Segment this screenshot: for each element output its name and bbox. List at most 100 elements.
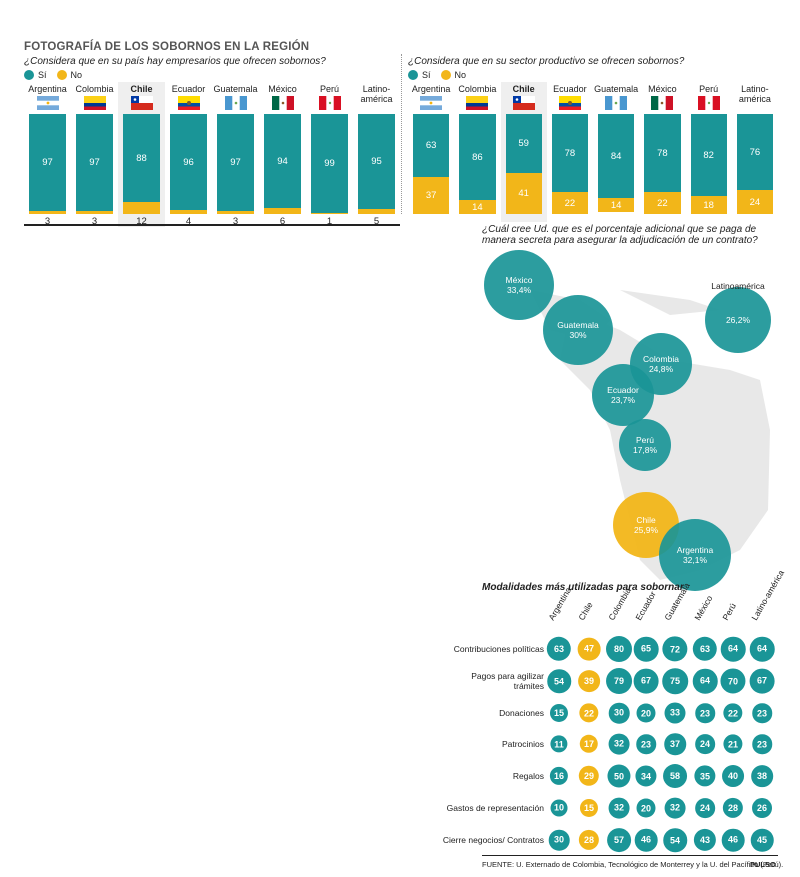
grid-value-circle: 24 — [695, 798, 715, 818]
bar-column-6: Perú 99 1 — [306, 82, 353, 227]
grid-value-circle: 10 — [550, 799, 568, 817]
bar-no-segment — [217, 211, 254, 214]
bar-column-1: Colombia 86 14 — [454, 82, 500, 222]
stacked-bar: 97 — [76, 114, 113, 214]
bubble-country-label: Latinoamérica — [711, 281, 765, 291]
bar-no-segment: 37 — [413, 177, 450, 214]
flag-argentina-icon — [420, 96, 443, 115]
grid-value-circle: 26 — [752, 798, 772, 818]
grid-value-circle: 45 — [750, 828, 774, 852]
bar-yes-segment: 97 — [217, 114, 254, 211]
bar-yes-segment: 86 — [459, 114, 496, 200]
bar-no-segment: 22 — [644, 192, 681, 214]
legend-yes-label: Sí — [38, 70, 47, 80]
bar-no-segment: 41 — [505, 173, 542, 214]
bar-column-0: Argentina 63 37 — [408, 82, 454, 222]
bar-yes-value: 59 — [518, 138, 529, 149]
grid-value-circle: 38 — [751, 765, 773, 787]
bar-yes-segment: 59 — [505, 114, 542, 173]
grid-value-circle: 43 — [693, 828, 717, 852]
bar-yes-segment: 95 — [358, 114, 395, 209]
grid-value-circle: 28 — [578, 829, 600, 851]
bar-column-7: Latino- américa 95 5 — [353, 82, 400, 227]
bubble-value-label: 23,7% — [610, 395, 636, 405]
chart1-baseline — [24, 224, 400, 226]
bar-no-value: 41 — [518, 188, 529, 199]
grid-row-label: Donaciones — [499, 708, 544, 718]
chart2-title: ¿Considera que en su sector productivo s… — [408, 56, 685, 67]
bar-yes-value: 84 — [610, 150, 622, 162]
brand-label: PULSO — [750, 860, 776, 869]
bar-yes-segment: 78 — [644, 114, 681, 192]
bar-no-segment: 14 — [598, 198, 635, 212]
bar-no-value: 4 — [185, 216, 192, 227]
bar-yes-value: 96 — [183, 156, 194, 168]
country-label: Chile — [130, 84, 153, 94]
flag-ecuador-icon — [558, 96, 581, 115]
grid-value-circle: 65 — [633, 636, 659, 662]
country-label: Guatemala — [594, 84, 639, 94]
chart3-title: ¿Cuál cree Ud. que es el porcentaje adic… — [482, 224, 758, 246]
chart2-legend: Sí No — [408, 70, 466, 80]
flag-colombia-icon — [83, 96, 106, 115]
bar-no-segment: 22 — [551, 192, 588, 214]
grid-value-circle: 54 — [547, 669, 571, 693]
flag-guatemala-icon — [605, 96, 628, 115]
page-title: FOTOGRAFÍA DE LOS SOBORNOS EN LA REGIÓN — [24, 41, 310, 53]
grid-value-circle: 16 — [549, 766, 569, 786]
bar-yes-value: 95 — [371, 156, 382, 167]
bar-yes-value: 88 — [136, 152, 147, 164]
stacked-bar: 59 41 — [505, 114, 542, 214]
bar-column-3: Ecuador 96 4 — [165, 82, 212, 227]
stacked-bar: 78 22 — [551, 114, 588, 214]
grid-value-circle: 67 — [749, 668, 775, 694]
bar-column-2: Chile 59 41 — [500, 82, 547, 222]
grid-value-circle: 23 — [695, 703, 715, 723]
grid-row-label: Regalos — [512, 771, 544, 781]
bar-no-value: 14 — [610, 199, 622, 211]
bar-yes-value: 97 — [89, 157, 100, 168]
bubble-country-label: Argentina — [676, 545, 714, 555]
flag-ecuador-icon — [177, 96, 200, 115]
bar-no-segment — [123, 202, 160, 214]
country-label: Colombia — [458, 84, 497, 94]
stacked-bar: 63 37 — [413, 114, 450, 214]
bar-no-segment: 18 — [690, 196, 727, 214]
legend-no-swatch — [56, 70, 67, 80]
country-label: Perú — [699, 84, 719, 94]
stacked-bar: 96 — [170, 114, 207, 214]
bubble-country-label: Chile — [636, 515, 656, 525]
bubble-value-label: 32,1% — [682, 555, 708, 565]
bar-yes-value: 86 — [472, 151, 483, 163]
grid-value-circle: 70 — [720, 668, 746, 694]
country-label: Latino- américa — [738, 84, 771, 104]
grid-value-circle: 23 — [752, 734, 772, 754]
bar-yes-segment: 84 — [598, 114, 635, 198]
bar-no-segment — [358, 209, 395, 214]
grid-value-circle: 64 — [692, 668, 718, 694]
grid-value-circle: 63 — [546, 636, 572, 662]
grid-value-circle: 28 — [722, 797, 744, 819]
country-label: Latino- américa — [360, 84, 393, 104]
grid-column-header: México — [692, 593, 715, 622]
grid-value-circle: 34 — [635, 765, 657, 787]
bar-column-7: Latino- américa 76 24 — [732, 82, 778, 222]
bar-no-segment — [76, 211, 113, 214]
grid-value-circle: 29 — [578, 765, 600, 787]
bar-column-2: Chile 88 12 — [118, 82, 165, 227]
stacked-bar: 84 14 — [598, 114, 635, 214]
grid-value-circle: 32 — [608, 797, 630, 819]
grid-column-header: Colombia — [606, 585, 633, 622]
bar-column-0: Argentina 97 3 — [24, 82, 71, 227]
grid-value-circle: 22 — [579, 703, 599, 723]
country-label: México — [268, 84, 297, 94]
grid-value-circle: 47 — [577, 637, 601, 661]
country-label: Guatemala — [213, 84, 258, 94]
grid-value-circle: 37 — [664, 733, 686, 755]
bar-no-segment — [170, 210, 207, 214]
bubble-country-label: Colombia — [643, 354, 679, 364]
grid-value-circle: 23 — [636, 734, 656, 754]
bubble-country-label: México — [505, 275, 533, 285]
